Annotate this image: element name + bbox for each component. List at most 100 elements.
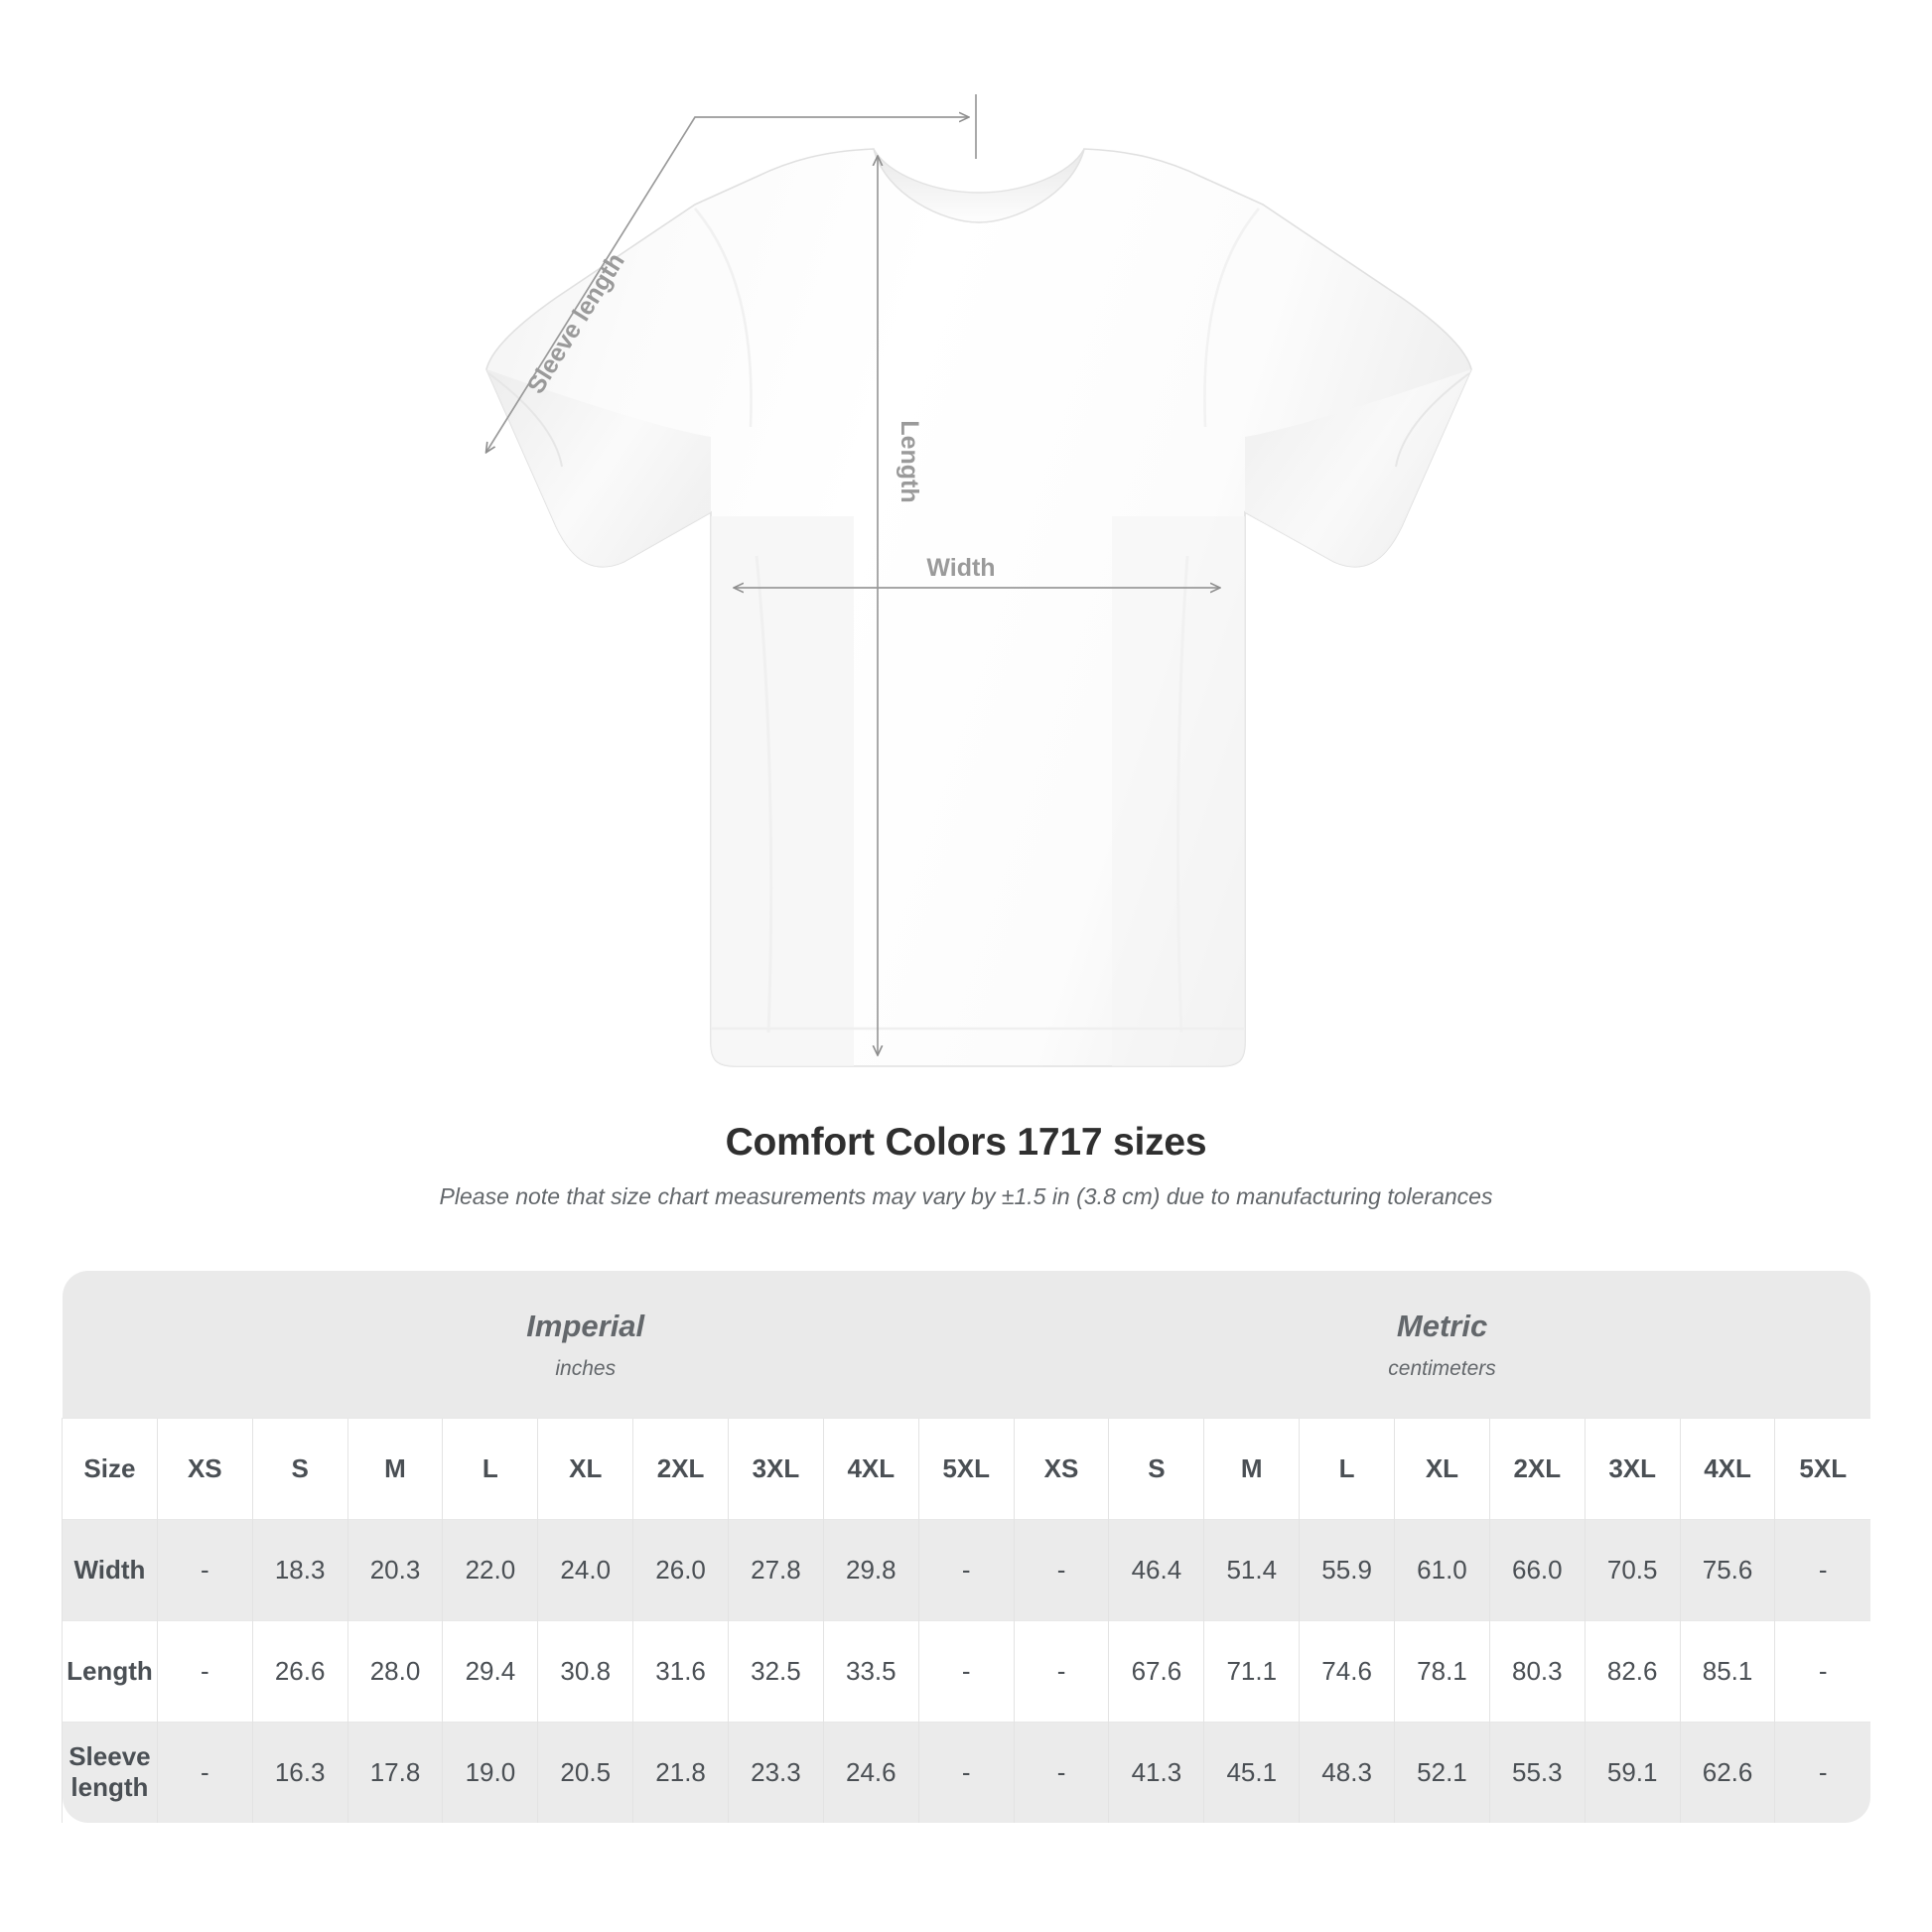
tshirt-body xyxy=(485,148,1472,1067)
cell-width-imperial-s: 18.3 xyxy=(251,1518,348,1620)
cell-sleeve-imperial-l: 19.0 xyxy=(442,1721,538,1823)
cell-sleeve-metric-s: 41.3 xyxy=(1108,1721,1204,1823)
column-header-imperial-l: L xyxy=(442,1417,538,1519)
cell-width-imperial-3xl: 27.8 xyxy=(728,1518,824,1620)
cell-width-metric-xs: - xyxy=(1013,1518,1109,1620)
column-header-imperial-m: M xyxy=(346,1417,443,1519)
cell-sleeve-metric-2xl: 55.3 xyxy=(1488,1721,1586,1823)
cell-sleeve-metric-xs: - xyxy=(1013,1721,1109,1823)
unit-header-spacer xyxy=(62,1271,158,1418)
cell-length-metric-m: 71.1 xyxy=(1203,1619,1300,1722)
column-header-imperial-xs: XS xyxy=(156,1417,253,1519)
cell-sleeve-metric-m: 45.1 xyxy=(1203,1721,1300,1823)
tshirt-fold-1 xyxy=(755,555,773,1034)
cell-width-metric-4xl: 75.6 xyxy=(1679,1518,1775,1620)
cell-length-imperial-3xl: 32.5 xyxy=(728,1619,824,1722)
table-row: Width - 18.3 20.3 22.0 24.0 26.0 27.8 29… xyxy=(62,1518,1870,1620)
cell-width-imperial-xl: 24.0 xyxy=(537,1518,633,1620)
column-header-imperial-3xl: 3XL xyxy=(728,1417,824,1519)
column-header-imperial-s: S xyxy=(251,1417,348,1519)
unit-sub-imperial: inches xyxy=(555,1356,617,1380)
tshirt-fold-4 xyxy=(1203,207,1260,428)
cell-sleeve-imperial-m: 17.8 xyxy=(346,1721,443,1823)
cell-length-imperial-m: 28.0 xyxy=(346,1619,443,1722)
unit-sub-metric: centimeters xyxy=(1388,1356,1496,1380)
cell-width-imperial-xs: - xyxy=(156,1518,253,1620)
cell-length-metric-s: 67.6 xyxy=(1108,1619,1204,1722)
cell-length-metric-3xl: 82.6 xyxy=(1584,1619,1681,1722)
tshirt-graphic xyxy=(485,148,1472,1067)
table-row: Sleeve length - 16.3 17.8 19.0 20.5 21.8… xyxy=(62,1721,1870,1823)
cell-width-imperial-4xl: 29.8 xyxy=(822,1518,919,1620)
chart-heading: Comfort Colors 1717 sizes Please note th… xyxy=(0,1120,1932,1212)
tshirt-diagram-svg: Sleeve length Length Width xyxy=(0,94,1472,1067)
measurement-guides xyxy=(486,94,1219,1054)
cell-length-imperial-l: 29.4 xyxy=(442,1619,538,1722)
column-header-size: Size xyxy=(62,1417,158,1519)
cell-sleeve-imperial-xl: 20.5 xyxy=(537,1721,633,1823)
row-label-width: Width xyxy=(62,1518,158,1620)
cell-length-imperial-4xl: 33.5 xyxy=(822,1619,919,1722)
column-header-metric-xl: XL xyxy=(1394,1417,1490,1519)
column-header-metric-3xl: 3XL xyxy=(1584,1417,1681,1519)
cell-width-metric-3xl: 70.5 xyxy=(1584,1518,1681,1620)
column-header-metric-xs: XS xyxy=(1013,1417,1109,1519)
cell-sleeve-imperial-3xl: 23.3 xyxy=(728,1721,824,1823)
cell-length-metric-4xl: 85.1 xyxy=(1679,1619,1775,1722)
cell-sleeve-metric-5xl: - xyxy=(1774,1721,1870,1823)
width-label: Width xyxy=(926,554,995,582)
row-label-length: Length xyxy=(62,1619,158,1722)
cell-sleeve-imperial-2xl: 21.8 xyxy=(632,1721,729,1823)
unit-header-row: Imperial inches Metric centimeters xyxy=(62,1271,1870,1418)
cell-width-metric-2xl: 66.0 xyxy=(1488,1518,1586,1620)
tshirt-collar xyxy=(873,148,1085,223)
tshirt-sleeve-hem-left xyxy=(487,372,563,468)
cell-length-metric-2xl: 80.3 xyxy=(1488,1619,1586,1722)
tshirt-sleeve-left xyxy=(486,369,711,567)
cell-length-metric-xs: - xyxy=(1013,1619,1109,1722)
cell-length-imperial-xs: - xyxy=(156,1619,253,1722)
column-header-imperial-xl: XL xyxy=(537,1417,633,1519)
cell-width-metric-5xl: - xyxy=(1774,1518,1870,1620)
tshirt-fold-3 xyxy=(694,207,753,428)
column-header-metric-2xl: 2XL xyxy=(1488,1417,1586,1519)
cell-length-imperial-xl: 30.8 xyxy=(537,1619,633,1722)
cell-sleeve-imperial-s: 16.3 xyxy=(251,1721,348,1823)
cell-sleeve-metric-xl: 52.1 xyxy=(1394,1721,1490,1823)
tshirt-fold-2 xyxy=(1176,555,1189,1034)
row-label-sleeve-length: Sleeve length xyxy=(62,1721,158,1823)
tshirt-illustration: Sleeve length Length Width xyxy=(0,94,1472,1067)
cell-width-metric-m: 51.4 xyxy=(1203,1518,1300,1620)
cell-width-metric-l: 55.9 xyxy=(1299,1518,1395,1620)
column-header-metric-s: S xyxy=(1108,1417,1204,1519)
column-header-imperial-5xl: 5XL xyxy=(917,1417,1015,1519)
column-header-metric-5xl: 5XL xyxy=(1774,1417,1870,1519)
cell-length-imperial-s: 26.6 xyxy=(251,1619,348,1722)
unit-name-metric: Metric xyxy=(1396,1308,1488,1343)
cell-sleeve-imperial-4xl: 24.6 xyxy=(822,1721,919,1823)
table-row: Length - 26.6 28.0 29.4 30.8 31.6 32.5 3… xyxy=(62,1619,1870,1722)
tshirt-sleeve-right xyxy=(1245,369,1471,567)
length-label: Length xyxy=(896,420,923,502)
column-header-metric-l: L xyxy=(1299,1417,1395,1519)
cell-width-metric-s: 46.4 xyxy=(1108,1518,1204,1620)
cell-sleeve-imperial-xs: - xyxy=(156,1721,253,1823)
cell-width-imperial-2xl: 26.0 xyxy=(632,1518,729,1620)
cell-width-imperial-m: 20.3 xyxy=(346,1518,443,1620)
unit-header-imperial: Imperial inches xyxy=(157,1271,1015,1418)
cell-sleeve-metric-l: 48.3 xyxy=(1299,1721,1395,1823)
cell-length-imperial-2xl: 31.6 xyxy=(632,1619,729,1722)
cell-sleeve-metric-4xl: 62.6 xyxy=(1679,1721,1775,1823)
column-header-imperial-2xl: 2XL xyxy=(632,1417,729,1519)
size-header-row: Size XS S M L XL 2XL 3XL 4XL 5XL XS S M … xyxy=(62,1417,1870,1519)
page-title: Comfort Colors 1717 sizes xyxy=(725,1121,1207,1164)
column-header-metric-4xl: 4XL xyxy=(1679,1417,1775,1519)
cell-width-imperial-5xl: - xyxy=(917,1518,1015,1620)
size-table: Imperial inches Metric centimeters Size … xyxy=(62,1271,1870,1823)
cell-sleeve-imperial-5xl: - xyxy=(917,1721,1015,1823)
cell-length-imperial-5xl: - xyxy=(917,1619,1015,1722)
cell-width-imperial-l: 22.0 xyxy=(442,1518,538,1620)
cell-length-metric-xl: 78.1 xyxy=(1394,1619,1490,1722)
tolerance-note: Please note that size chart measurements… xyxy=(439,1182,1493,1209)
